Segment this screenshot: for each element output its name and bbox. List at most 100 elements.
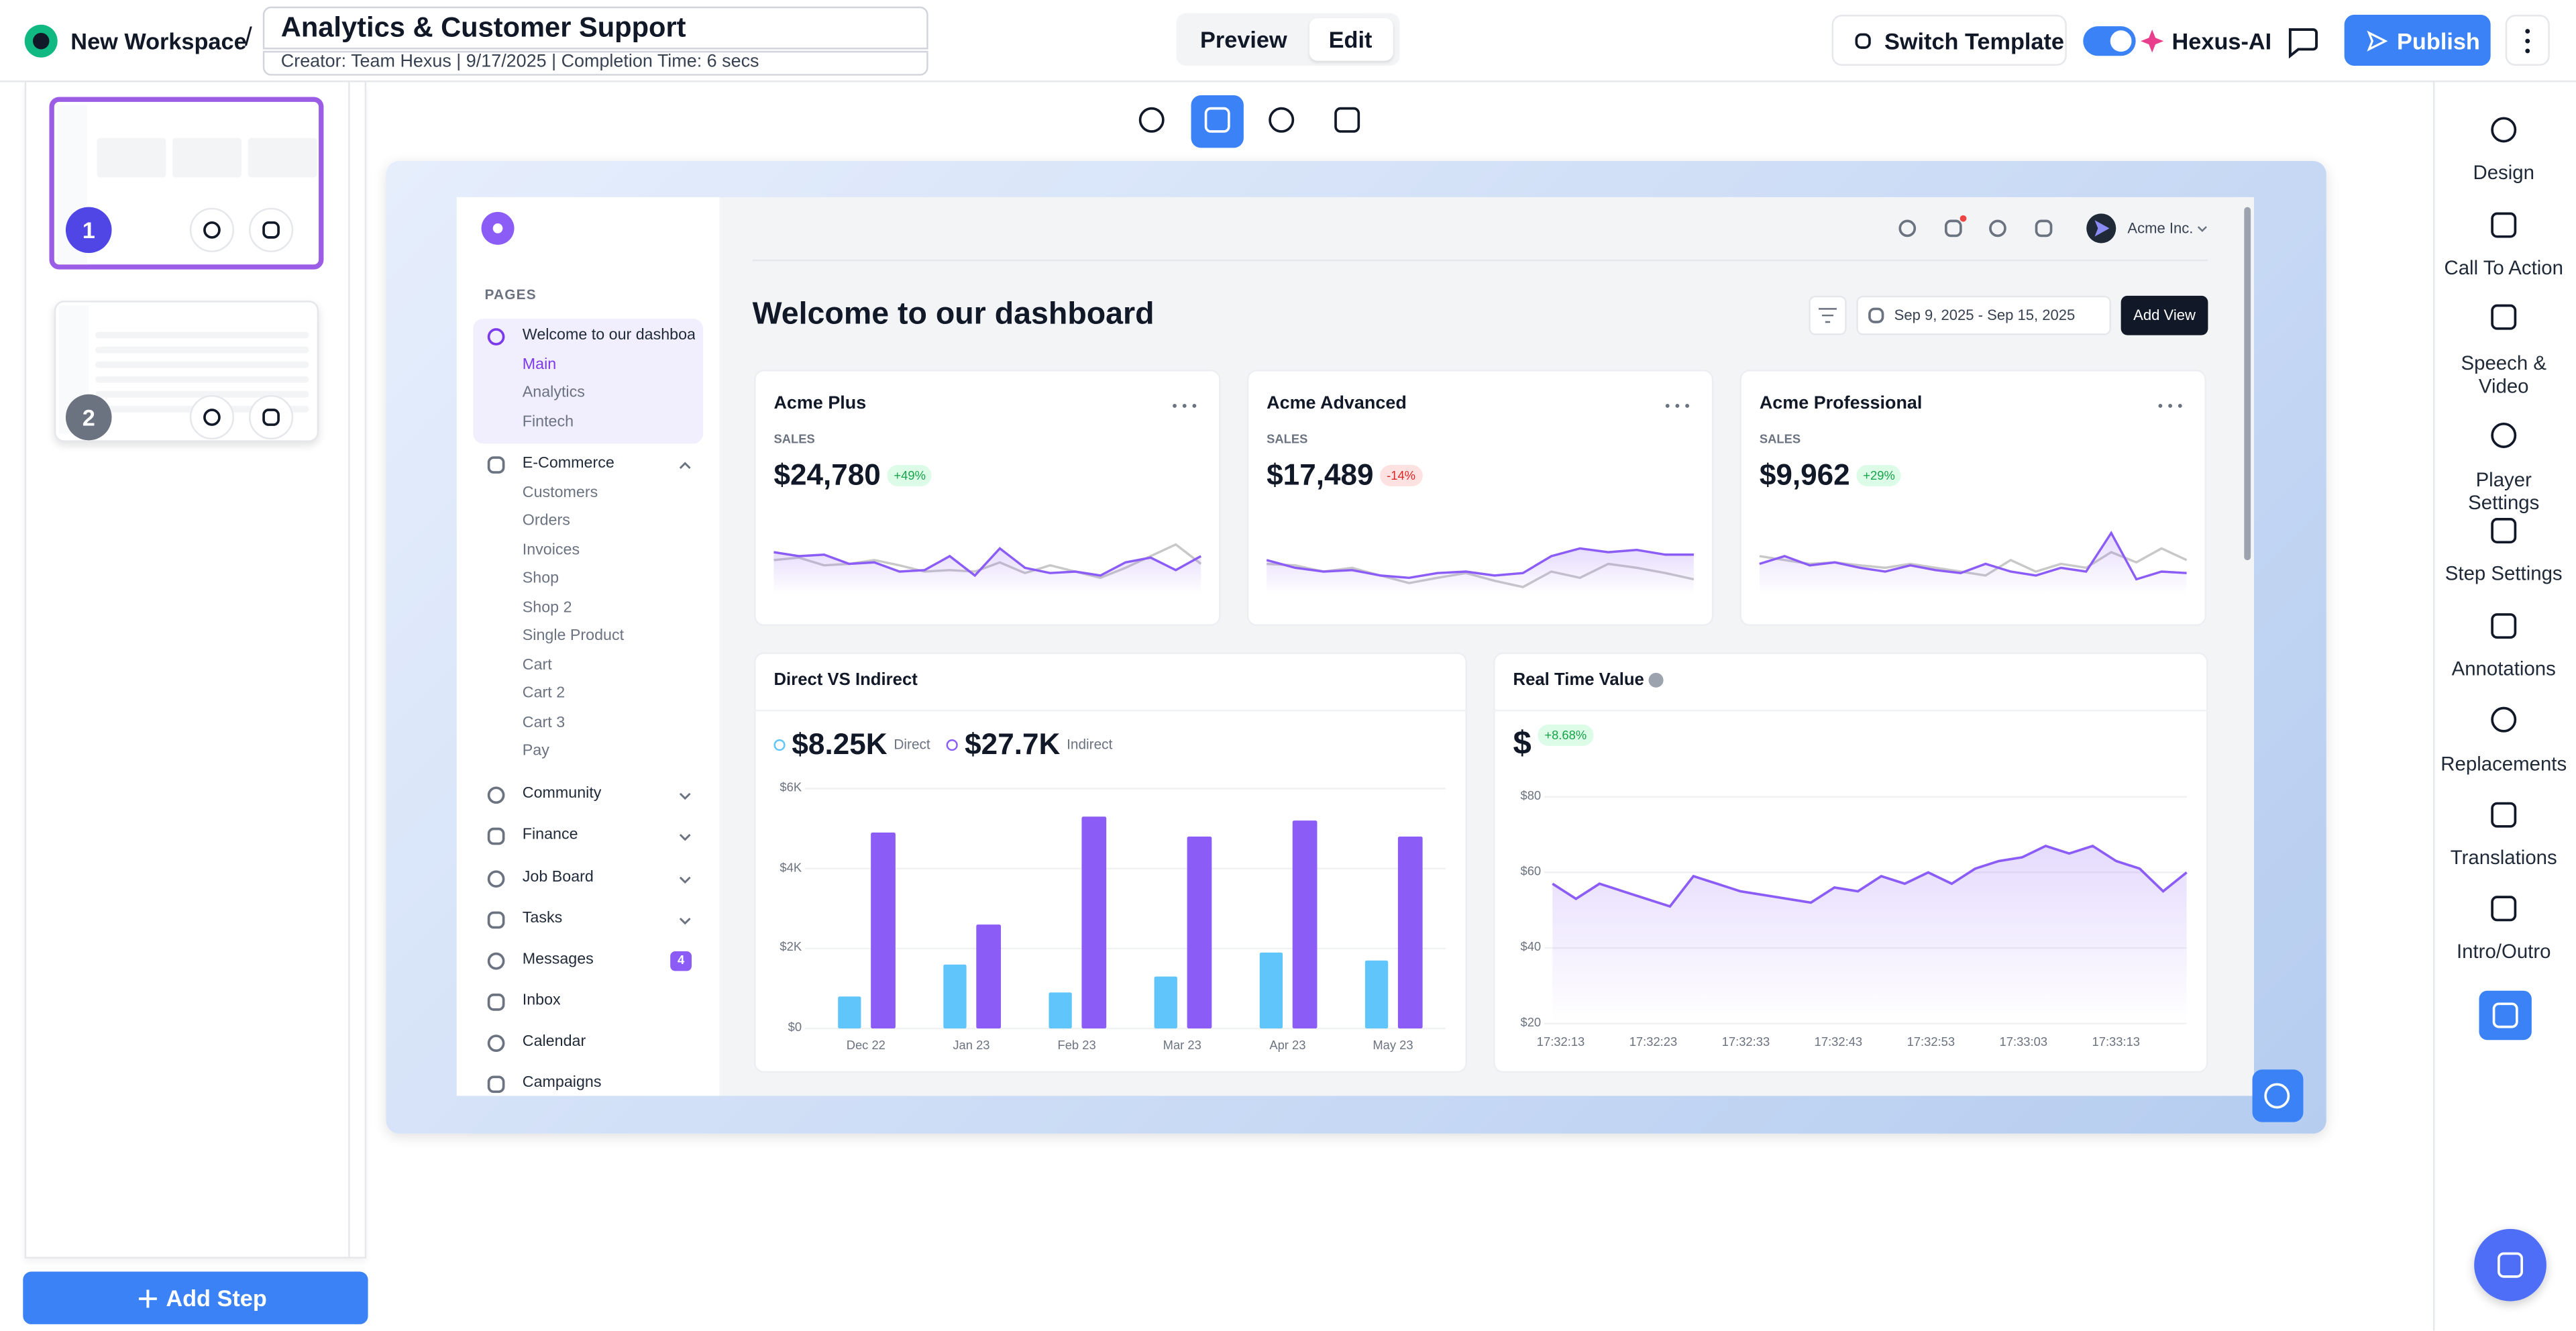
nav-group[interactable]: Job Board: [522, 869, 594, 887]
x-tick-label: Mar 23: [1163, 1037, 1201, 1053]
panel-label: Annotations: [2451, 657, 2556, 680]
x-tick-label: May 23: [1373, 1037, 1413, 1053]
nav-item[interactable]: Cart: [522, 655, 552, 674]
add-step-button[interactable]: [23, 1271, 368, 1324]
legend-total: $27.7K: [965, 727, 1061, 760]
nav-group[interactable]: Tasks: [522, 911, 563, 928]
toolbar-button[interactable]: [1128, 97, 1175, 146]
nav-group[interactable]: Inbox: [522, 993, 561, 1010]
y-tick-label: $0: [788, 1020, 802, 1035]
nav-badge: [670, 951, 692, 971]
x-tick-label: 17:32:43: [1814, 1034, 1863, 1050]
x-tick-label: 17:32:23: [1629, 1034, 1678, 1050]
card-label: SALES: [1759, 431, 1801, 447]
x-tick-label: 17:33:13: [2092, 1034, 2141, 1050]
steps-scroll-track: [348, 82, 366, 1259]
dashboard-heading: Welcome to our dashboard: [752, 297, 1155, 332]
toolbar-button[interactable]: [1194, 97, 1240, 146]
date-button[interactable]: [1856, 295, 2111, 335]
more-button[interactable]: [2505, 15, 2550, 66]
nav-item[interactable]: Main: [522, 355, 557, 374]
ai-label: Hexus-AI: [2171, 28, 2272, 54]
chart-divider: [1493, 709, 2208, 712]
nav-item[interactable]: Customers: [522, 483, 598, 502]
title: Analytics & Customer Support: [280, 11, 686, 44]
y-tick-label: $2K: [780, 939, 802, 955]
panel-active-button[interactable]: [2479, 990, 2532, 1041]
x-tick-label: Feb 23: [1057, 1037, 1096, 1053]
rt-value: $: [1513, 726, 1532, 763]
nav-item[interactable]: Analytics: [522, 383, 585, 402]
card-value: $24,780: [773, 458, 881, 491]
help-chat-button[interactable]: [2474, 1228, 2546, 1301]
dash-scrollbar: [2244, 207, 2251, 561]
nav-item[interactable]: Cart 2: [522, 684, 566, 703]
nav-group[interactable]: Calendar: [522, 1034, 586, 1051]
nav-item[interactable]: Cart 3: [522, 712, 566, 731]
add-view-label: Add View: [2133, 307, 2196, 324]
card-change: +49%: [887, 464, 932, 486]
org-name: Acme Inc.: [2127, 219, 2194, 237]
hexus-button[interactable]: [2252, 1069, 2304, 1122]
steps-panel: [24, 82, 367, 1259]
y-tick-label: $6K: [780, 780, 802, 795]
step-thumbnail[interactable]: [54, 301, 319, 442]
chart-divider: [754, 709, 1467, 712]
panel-label: Speech & Video: [2461, 352, 2546, 398]
title-box: [262, 6, 928, 50]
panel-label: Design: [2473, 161, 2534, 184]
nav-group[interactable]: Finance: [522, 827, 578, 844]
x-tick-label: Apr 23: [1269, 1037, 1306, 1053]
step-thumbnail[interactable]: [49, 97, 324, 270]
rt-value-row: $ +8.68%: [1513, 725, 2006, 764]
nav-group[interactable]: Campaigns: [522, 1075, 602, 1092]
nav-badge-count: 4: [677, 952, 685, 967]
right-panel: [2432, 82, 2576, 1331]
nav-group[interactable]: Welcome to our dashboard: [522, 327, 695, 345]
card-value: $17,489: [1267, 458, 1374, 491]
filter-button[interactable]: [1809, 295, 1847, 335]
nav-group[interactable]: Community: [522, 786, 602, 803]
toolbar-button[interactable]: [1324, 97, 1371, 146]
thumb-block: [95, 390, 309, 398]
add-step-label: Add Step: [166, 1284, 267, 1312]
card-title: Acme Advanced: [1267, 393, 1407, 414]
rt-change: +8.68%: [1538, 725, 1593, 746]
nav-item[interactable]: Shop: [522, 569, 559, 588]
nav-group[interactable]: Messages: [522, 952, 594, 969]
nav-item[interactable]: Shop 2: [522, 598, 572, 617]
legend-name: Direct: [894, 736, 930, 753]
toolbar-button[interactable]: [1258, 97, 1305, 146]
nav-item[interactable]: Single Product: [522, 627, 625, 645]
nav-group[interactable]: E-Commerce: [522, 456, 614, 473]
panel-label: Step Settings: [2445, 562, 2563, 585]
subtitle-box: [262, 50, 928, 76]
card-label: SALES: [773, 431, 815, 447]
card-change: -14%: [1380, 464, 1422, 486]
mode-button[interactable]: Preview: [1200, 26, 1287, 53]
workspace-name: New Workspace: [70, 28, 247, 54]
nav-item[interactable]: Pay: [522, 741, 549, 760]
x-tick-label: 17:33:03: [1999, 1034, 2048, 1050]
nav-item[interactable]: Invoices: [522, 540, 580, 559]
add-view-button[interactable]: [2121, 295, 2208, 335]
x-tick-label: 17:32:33: [1721, 1034, 1770, 1050]
card-title: Acme Plus: [773, 393, 867, 414]
thumb-block: [97, 138, 166, 178]
mode-button[interactable]: Edit: [1328, 26, 1373, 53]
panel-label: Replacements: [2440, 752, 2567, 776]
section-label: PAGES: [484, 286, 537, 303]
legend: $8.25K Direct $27.7K Indirect: [773, 726, 1431, 762]
nav-item[interactable]: Orders: [522, 511, 570, 530]
panel-label: Translations: [2450, 846, 2557, 869]
switch-template-button[interactable]: [1831, 15, 2067, 66]
legend-total: $8.25K: [792, 727, 888, 760]
panel-label: Call To Action: [2444, 256, 2564, 280]
y-tick-label: $4K: [780, 859, 802, 875]
ai-toggle[interactable]: [2083, 26, 2136, 56]
nav-item[interactable]: Fintech: [522, 412, 574, 431]
chart-card: [754, 652, 1467, 1073]
thumb-block: [95, 361, 309, 368]
thumb-block: [95, 331, 309, 339]
